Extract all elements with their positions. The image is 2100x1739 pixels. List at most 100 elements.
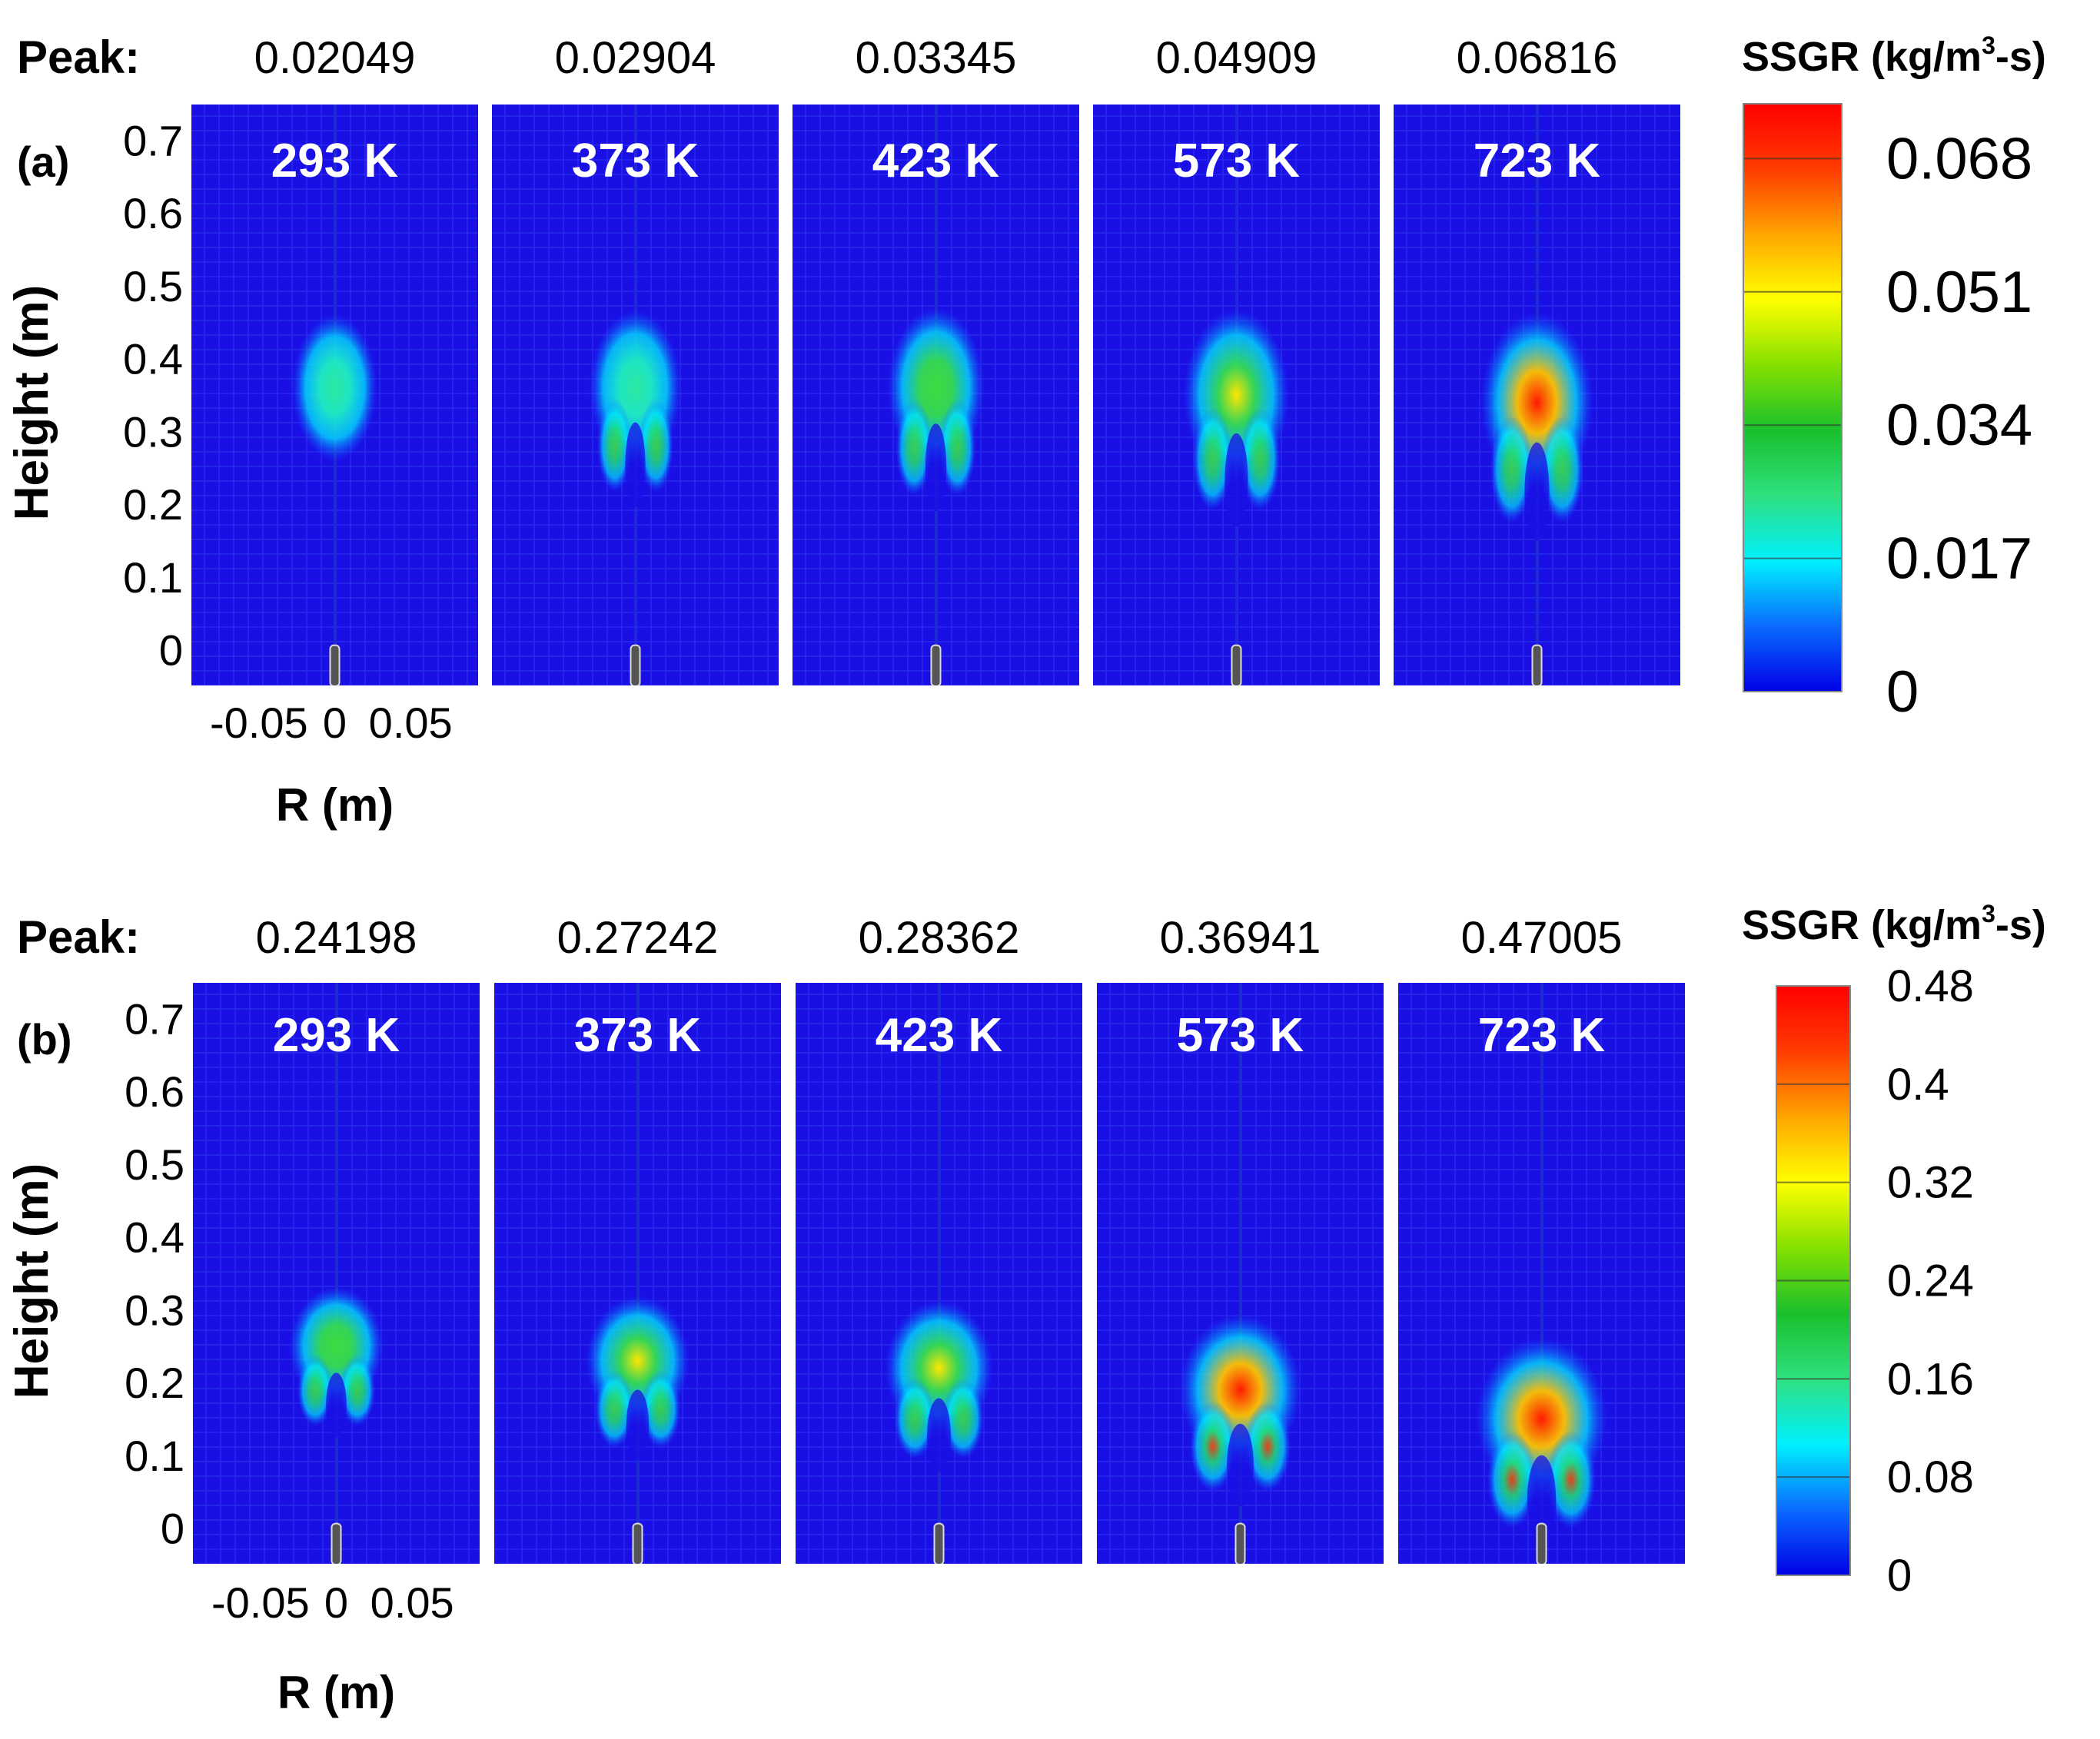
colorbar-title-post: -s) xyxy=(1995,34,2046,80)
colorbar-tick-label: 0.08 xyxy=(1887,1452,1974,1502)
temperature-label: 573 K xyxy=(1177,1009,1304,1062)
heatmap-panel: 0.27242 373 K xyxy=(493,913,783,1565)
soot-gap xyxy=(927,1398,951,1472)
panel-frame xyxy=(190,103,480,687)
y-tick-label: 0.2 xyxy=(125,1359,184,1407)
soot-wing-right xyxy=(638,399,673,492)
x-axis-label: R (m) xyxy=(276,779,394,831)
y-tick-label: 0.5 xyxy=(125,1140,184,1189)
colorbar-tick-label: 0.16 xyxy=(1887,1354,1974,1404)
soot-wing-right xyxy=(942,1378,984,1459)
x-axis-label: R (m) xyxy=(277,1667,395,1718)
x-tick-label: -0.05 xyxy=(211,1578,310,1627)
x-tick-label: 0.05 xyxy=(370,1578,454,1627)
soot-wing-right xyxy=(641,1370,681,1449)
colorbar-title-post: -s) xyxy=(1995,902,2046,948)
y-tick-label: 0.3 xyxy=(125,1286,184,1334)
y-tick-label: 0 xyxy=(159,626,183,675)
heatmap-panel: 0.03345 423 K xyxy=(791,33,1081,687)
panel-frame xyxy=(1095,981,1385,1565)
colorbar-title-pre: SSGR (kg/m xyxy=(1742,902,1982,948)
soot-wing-left xyxy=(297,1355,334,1426)
x-tick-label: 0 xyxy=(323,699,347,747)
colorbar-tick-label: 0.24 xyxy=(1887,1256,1974,1306)
heatmap-panel: 0.28362 423 K xyxy=(794,913,1084,1565)
temperature-label: 373 K xyxy=(572,134,699,188)
heatmap-panel: 0.02049 293 K xyxy=(190,33,480,687)
colorbar-tick-label: 0 xyxy=(1886,659,1919,725)
soot-wing-left xyxy=(1490,415,1533,523)
burner-icon xyxy=(1234,1522,1246,1565)
heatmap-panel: 0.02904 373 K xyxy=(490,33,780,687)
panel-frame xyxy=(493,981,783,1565)
colorbar-tick-label: 0 xyxy=(1887,1551,1912,1601)
peak-value: 0.28362 xyxy=(859,913,1020,963)
soot-wing-left xyxy=(895,400,933,496)
y-tick-label: 0.4 xyxy=(125,1213,184,1262)
soot-wing-right xyxy=(1240,407,1281,510)
burner-icon xyxy=(933,1522,945,1565)
soot-wing-left xyxy=(894,1378,935,1459)
y-tick-label: 0.5 xyxy=(123,262,183,310)
colorbar-tick-label: 0.4 xyxy=(1887,1060,1949,1110)
burner-icon xyxy=(632,1522,643,1565)
soot-gap xyxy=(1527,1455,1557,1545)
burner-icon xyxy=(930,644,942,687)
y-axis-label: Height (m) xyxy=(5,1163,58,1399)
colorbar-title-sup: 3 xyxy=(1982,900,1995,928)
heatmap-panel: 0.24198 293 K xyxy=(191,913,481,1565)
soot-wing-left xyxy=(1192,407,1233,510)
colorbar-tick-label: 0.48 xyxy=(1887,961,1974,1011)
colorbar-title-pre: SSGR (kg/m xyxy=(1742,34,1982,80)
peak-value: 0.36941 xyxy=(1160,913,1321,963)
colorbar-title-sup: 3 xyxy=(1982,32,1995,59)
colorbar-gradient xyxy=(1743,104,1842,692)
temperature-label: 423 K xyxy=(872,134,1000,188)
x-tick-label: 0.05 xyxy=(369,699,453,747)
heatmap-panel: 0.47005 723 K xyxy=(1397,913,1686,1565)
colorbar-tick-label: 0.32 xyxy=(1887,1158,1974,1208)
panel-frame xyxy=(1397,981,1686,1565)
y-tick-label: 0.3 xyxy=(123,407,183,456)
soot-gap xyxy=(1224,433,1248,527)
temperature-label: 293 K xyxy=(273,1009,400,1062)
colorbar-frame xyxy=(1743,103,1842,692)
colorbar-tick-label: 0.051 xyxy=(1886,260,2032,325)
colorbar-frame xyxy=(1776,985,1851,1576)
peak-value: 0.02049 xyxy=(254,33,416,83)
colorbar-tick-label: 0.068 xyxy=(1886,126,2032,191)
heatmap-panel: 0.06816 723 K xyxy=(1392,33,1682,687)
burner-icon xyxy=(329,644,341,687)
soot-gap xyxy=(1227,1423,1254,1507)
soot-wing-right xyxy=(1540,415,1584,523)
panel-frame xyxy=(791,103,1081,687)
soot-wing-right xyxy=(939,400,976,496)
x-tick-label: 0 xyxy=(324,1578,348,1627)
peak-label: Peak: xyxy=(17,32,140,83)
peak-value: 0.47005 xyxy=(1461,913,1623,963)
x-tick-label: -0.05 xyxy=(210,699,308,747)
colorbar: 0 0.017 0.034 0.051 0.068 SSGR (kg/m3-s) xyxy=(1742,32,2046,725)
peak-value: 0.24198 xyxy=(256,913,417,963)
colorbar-title: SSGR (kg/m3-s) xyxy=(1742,900,2046,948)
soot-wing-right xyxy=(1546,1431,1597,1528)
colorbar: 0 0.08 0.16 0.24 0.32 0.4 0.48 SSGR (kg/m3-s) xyxy=(1742,900,2046,1601)
temperature-label: 373 K xyxy=(574,1009,702,1062)
temperature-label: 723 K xyxy=(1474,134,1601,188)
burner-icon xyxy=(1231,644,1242,687)
y-axis-label: Height (m) xyxy=(5,285,58,521)
temperature-label: 293 K xyxy=(271,134,399,188)
soot-gap xyxy=(1524,442,1550,541)
soot-gap xyxy=(626,1389,650,1461)
peak-value: 0.06816 xyxy=(1457,33,1618,83)
panel-a: Peak: (a) 0.02049 293 K 0.02904 373 K 0.03345 4… xyxy=(5,32,2046,831)
heatmap-panel: 0.04909 573 K xyxy=(1092,33,1381,687)
peak-value: 0.02904 xyxy=(555,33,716,83)
y-tick-label: 0.2 xyxy=(123,480,183,529)
panel-frame xyxy=(490,103,780,687)
soot-blob xyxy=(292,314,377,461)
soot-wing-right xyxy=(339,1355,376,1426)
panel-letter: (b) xyxy=(17,1015,72,1064)
peak-value: 0.27242 xyxy=(557,913,719,963)
